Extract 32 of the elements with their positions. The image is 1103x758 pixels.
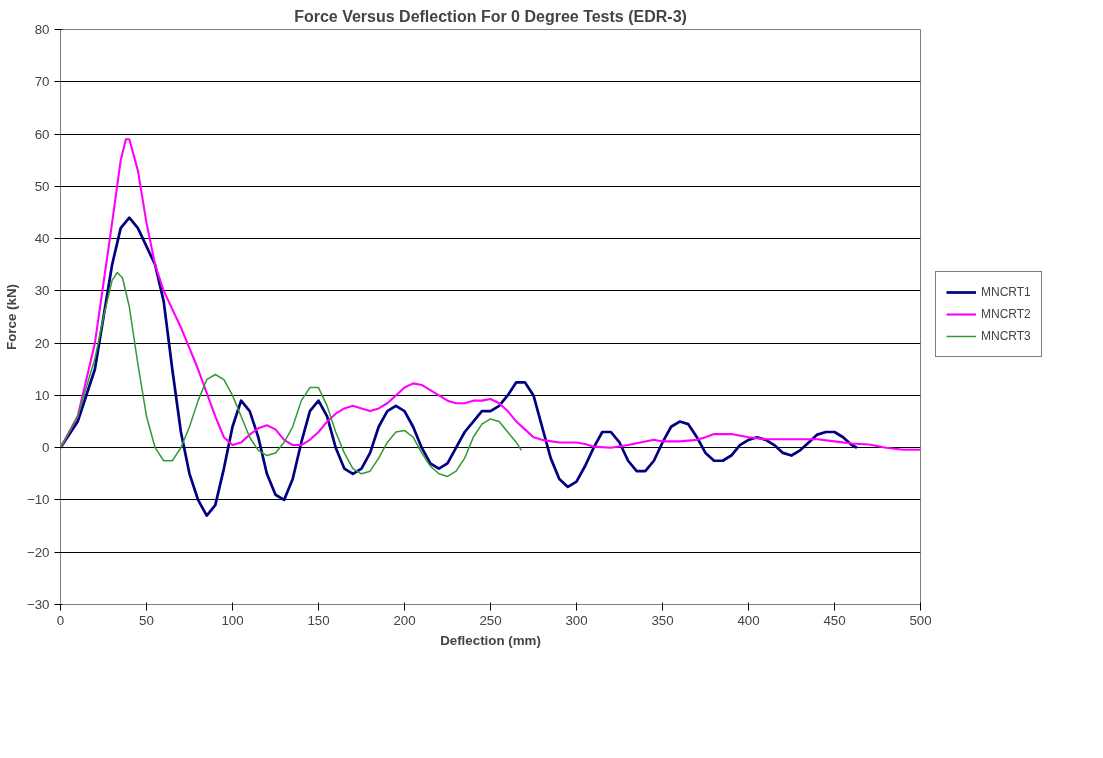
y-tick-label: 60: [34, 126, 50, 142]
y-tick-label: −10: [26, 492, 50, 508]
y-tick-label: 0: [42, 440, 50, 456]
legend-label: MNCRT1: [981, 285, 1031, 299]
line-series: [60, 271, 523, 478]
x-tick-label: 0: [56, 612, 65, 628]
y-tick-label: 30: [34, 283, 50, 299]
y-tick-label: 80: [34, 22, 50, 37]
x-tick-label: 500: [909, 612, 932, 628]
y-tick-label: 20: [34, 335, 50, 351]
line-series: [60, 138, 921, 451]
legend-label: MNCRT3: [981, 329, 1031, 343]
x-tick-label: 150: [307, 612, 330, 628]
x-tick-label: 100: [221, 612, 244, 628]
x-tick-label: 350: [651, 612, 674, 628]
x-tick-label: 250: [479, 612, 502, 628]
x-axis-title: Deflection (mm): [440, 632, 541, 648]
line-series: [60, 216, 859, 517]
y-tick-label: 70: [34, 74, 50, 90]
y-tick-label: −30: [26, 597, 50, 612]
chart-title: Force Versus Deflection For 0 Degree Tests (EDR-3): [294, 7, 687, 25]
x-tick-label: 50: [139, 612, 154, 628]
y-tick-label: 50: [34, 178, 50, 194]
x-tick-label: 450: [823, 612, 846, 628]
y-tick-label: −20: [26, 544, 50, 560]
y-axis-title: Force (kN): [3, 284, 19, 350]
y-tick-label: 10: [34, 387, 50, 403]
x-tick-label: 200: [393, 612, 416, 628]
x-tick-label: 400: [737, 612, 760, 628]
legend-label: MNCRT2: [981, 307, 1031, 321]
x-tick-label: 300: [565, 612, 588, 628]
y-tick-label: 40: [34, 231, 50, 247]
